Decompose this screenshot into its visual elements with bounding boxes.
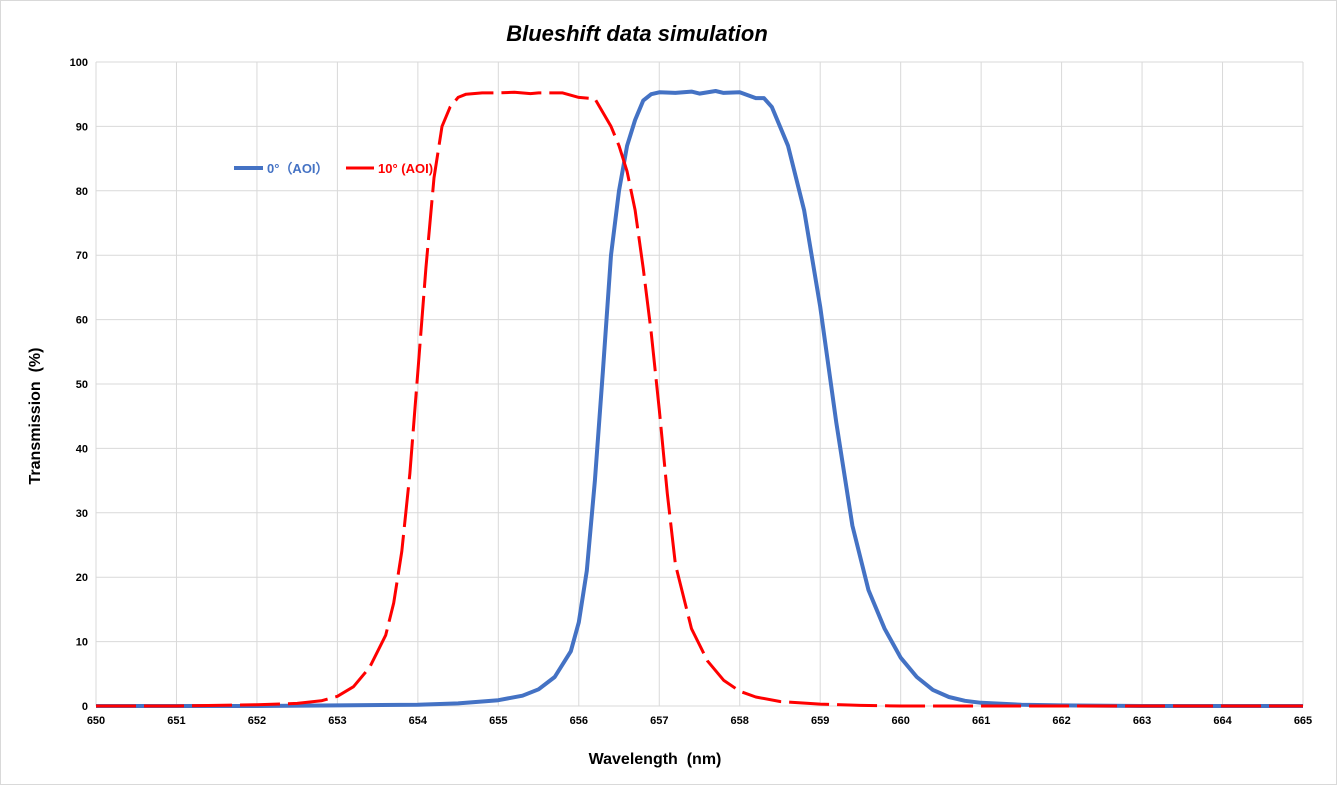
x-tick-label: 665 (1294, 715, 1312, 727)
x-tick-label: 653 (328, 715, 346, 727)
x-tick-label: 658 (731, 715, 749, 727)
y-tick-label: 50 (76, 379, 88, 391)
x-axis-label: Wavelength (nm) (589, 751, 722, 768)
x-tick-label: 654 (409, 715, 428, 727)
y-tick-label: 40 (76, 443, 88, 455)
x-tick-label: 652 (248, 715, 266, 727)
x-tick-label: 659 (811, 715, 829, 727)
y-axis-label: Transmission (%) (27, 348, 44, 485)
x-tick-label: 663 (1133, 715, 1151, 727)
y-tick-label: 0 (82, 701, 88, 713)
legend-label-10deg: 10° (AOI) (378, 161, 433, 176)
x-tick-label: 657 (650, 715, 668, 727)
y-tick-label: 100 (70, 57, 88, 69)
x-tick-label: 661 (972, 715, 990, 727)
legend-label-0deg: 0°（AOI） (267, 161, 329, 176)
x-tick-labels: 650 651 652 653 654 655 656 657 658 659 660 661 662 6… (87, 715, 1312, 727)
y-tick-label: 60 (76, 315, 88, 327)
y-tick-label: 30 (76, 508, 88, 520)
chart-title: Blueshift data simulation (506, 21, 768, 46)
series-lines (96, 89, 1303, 708)
y-tick-label: 70 (76, 250, 88, 262)
x-tick-label: 656 (570, 715, 588, 727)
y-tick-label: 20 (76, 572, 88, 584)
legend: 0°（AOI） 10° (AOI) (234, 161, 433, 176)
x-tick-label: 655 (489, 715, 507, 727)
y-tick-label: 10 (76, 637, 88, 649)
x-tick-label: 662 (1052, 715, 1070, 727)
x-tick-label: 660 (891, 715, 909, 727)
y-tick-label: 80 (76, 186, 88, 198)
y-tick-label: 90 (76, 121, 88, 133)
series-line-0deg (96, 89, 1303, 708)
x-tick-label: 664 (1213, 715, 1232, 727)
series-line-10deg (96, 90, 1303, 708)
x-tick-label: 650 (87, 715, 105, 727)
grid (95, 61, 1304, 707)
y-tick-labels: 0 10 20 30 40 50 60 70 80 90 100 (70, 57, 88, 713)
x-tick-label: 651 (167, 715, 185, 727)
